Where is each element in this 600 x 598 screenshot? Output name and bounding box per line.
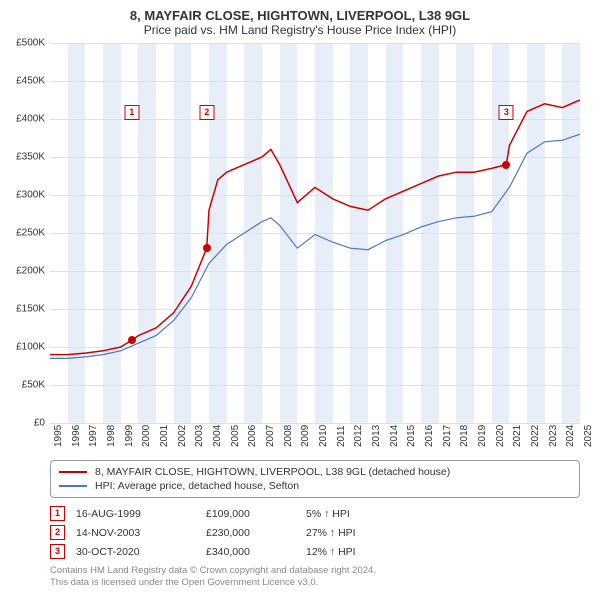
y-axis-label: £350K (0, 152, 45, 163)
x-axis-label: 2002 (177, 425, 188, 447)
sale-row: 1 16-AUG-1999£109,0005% ↑ HPI (50, 504, 580, 523)
sale-marker-box: 1 (124, 105, 139, 120)
sale-date: 30-OCT-2020 (76, 546, 206, 558)
sale-number-box: 3 (50, 544, 65, 559)
sale-marker-box: 2 (199, 105, 214, 120)
sale-marker-dot (128, 336, 136, 344)
sale-pct: 12% ↑ HPI (306, 546, 416, 558)
sale-price: £340,000 (206, 546, 306, 558)
x-axis-label: 2001 (159, 425, 170, 447)
y-axis-label: £450K (0, 76, 45, 87)
x-axis-label: 2019 (477, 425, 488, 447)
sale-row: 2 14-NOV-2003£230,00027% ↑ HPI (50, 523, 580, 542)
x-axis-label: 2017 (442, 425, 453, 447)
x-axis-label: 2024 (565, 425, 576, 447)
sale-pct: 27% ↑ HPI (306, 527, 416, 539)
chart-title: 8, MAYFAIR CLOSE, HIGHTOWN, LIVERPOOL, L… (0, 0, 600, 23)
x-axis-label: 2007 (265, 425, 276, 447)
x-axis-label: 2003 (194, 425, 205, 447)
x-axis-label: 2005 (230, 425, 241, 447)
sales-table: 1 16-AUG-1999£109,0005% ↑ HPI 2 14-NOV-2003… (50, 504, 580, 561)
plot-area: £0£50K£100K£150K£200K£250K£300K£350K£400… (50, 43, 580, 424)
legend-item: HPI: Average price, detached house, Seft… (59, 479, 571, 493)
footnote: Contains HM Land Registry data © Crown c… (50, 565, 580, 590)
y-axis-label: £300K (0, 190, 45, 201)
y-axis-label: £50K (0, 380, 45, 391)
legend-label: 8, MAYFAIR CLOSE, HIGHTOWN, LIVERPOOL, L… (95, 466, 450, 478)
footnote-line-2: This data is licensed under the Open Gov… (50, 577, 580, 589)
y-axis-label: £150K (0, 304, 45, 315)
x-axis-label: 2000 (141, 425, 152, 447)
x-axis-label: 2016 (424, 425, 435, 447)
sale-marker-box: 3 (499, 105, 514, 120)
x-axis-label: 2010 (318, 425, 329, 447)
x-axis-label: 2013 (371, 425, 382, 447)
y-axis-label: £500K (0, 38, 45, 49)
x-axis-label: 2004 (212, 425, 223, 447)
x-axis-label: 2018 (459, 425, 470, 447)
x-axis-label: 2015 (406, 425, 417, 447)
y-axis-label: £0 (0, 418, 45, 429)
x-axis-label: 2008 (283, 425, 294, 447)
y-axis-label: £250K (0, 228, 45, 239)
x-axis-label: 1998 (106, 425, 117, 447)
legend-item: 8, MAYFAIR CLOSE, HIGHTOWN, LIVERPOOL, L… (59, 465, 571, 479)
series-hpi (50, 134, 580, 358)
x-axis-label: 2022 (530, 425, 541, 447)
x-axis-label: 2009 (300, 425, 311, 447)
sale-price: £109,000 (206, 508, 306, 520)
sale-date: 14-NOV-2003 (76, 527, 206, 539)
footnote-line-1: Contains HM Land Registry data © Crown c… (50, 565, 580, 577)
x-axis-label: 2025 (583, 425, 594, 447)
sale-number-box: 1 (50, 506, 65, 521)
chart-container: 8, MAYFAIR CLOSE, HIGHTOWN, LIVERPOOL, L… (0, 0, 600, 590)
x-axis-label: 2020 (495, 425, 506, 447)
x-axis-label: 2014 (389, 425, 400, 447)
x-axis-label: 1995 (53, 425, 64, 447)
sale-price: £230,000 (206, 527, 306, 539)
x-axis-label: 1997 (88, 425, 99, 447)
chart-subtitle: Price paid vs. HM Land Registry's House … (0, 23, 600, 43)
legend: 8, MAYFAIR CLOSE, HIGHTOWN, LIVERPOOL, L… (50, 460, 580, 498)
legend-swatch (59, 471, 87, 473)
legend-label: HPI: Average price, detached house, Seft… (95, 480, 299, 492)
x-axis-label: 1999 (124, 425, 135, 447)
x-axis-label: 2012 (353, 425, 364, 447)
x-axis-label: 2006 (247, 425, 258, 447)
y-axis-label: £200K (0, 266, 45, 277)
chart-lines (50, 43, 580, 423)
sale-number-box: 2 (50, 525, 65, 540)
legend-swatch (59, 485, 87, 487)
series-property (50, 100, 580, 355)
y-axis-label: £100K (0, 342, 45, 353)
sale-marker-dot (502, 161, 510, 169)
sale-pct: 5% ↑ HPI (306, 508, 416, 520)
y-axis-label: £400K (0, 114, 45, 125)
sale-date: 16-AUG-1999 (76, 508, 206, 520)
x-axis-label: 2021 (512, 425, 523, 447)
sale-marker-dot (203, 244, 211, 252)
x-axis-label: 2023 (548, 425, 559, 447)
sale-row: 3 30-OCT-2020£340,00012% ↑ HPI (50, 542, 580, 561)
x-axis-label: 1996 (71, 425, 82, 447)
x-axis-label: 2011 (336, 425, 347, 447)
